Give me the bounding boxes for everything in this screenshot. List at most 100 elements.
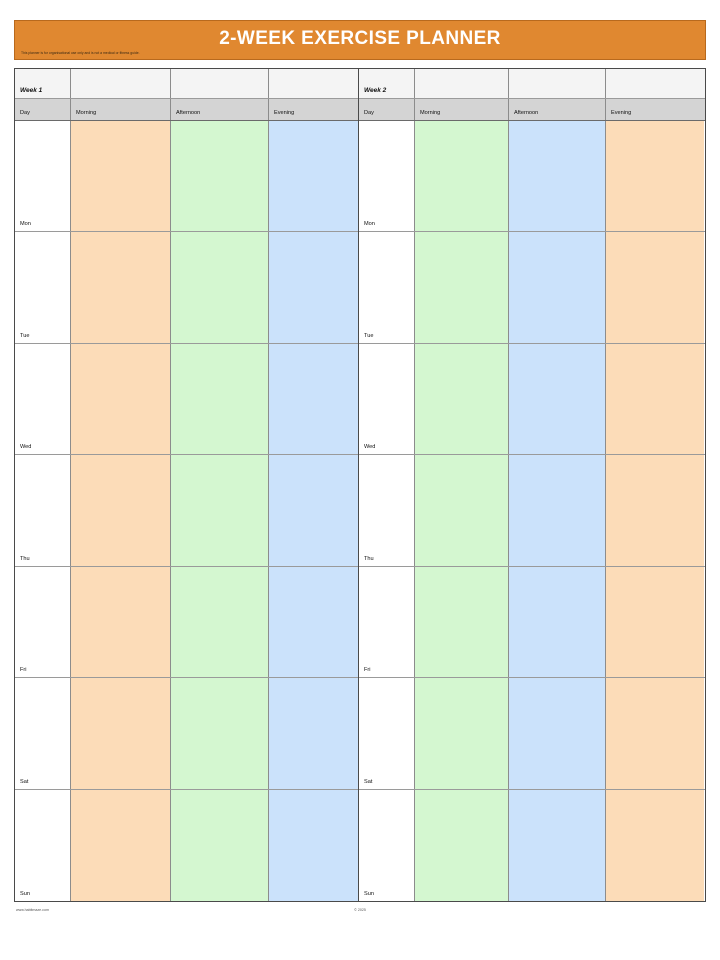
- slot-evening[interactable]: [606, 232, 704, 343]
- week-label-spacer-afternoon: [171, 69, 269, 98]
- day-label: Fri: [20, 667, 27, 674]
- day-label-cell: Mon: [15, 120, 71, 232]
- week-block-2: Week 2 Day Morning Afternoon Evening: [359, 69, 705, 901]
- footer-website-link[interactable]: www.habitmaze.com: [16, 908, 49, 912]
- day-label: Mon: [364, 221, 375, 228]
- week-label-spacer-morning: [415, 69, 509, 98]
- day-label: Sat: [20, 778, 29, 785]
- slot-afternoon[interactable]: [171, 789, 269, 901]
- slot-evening[interactable]: [269, 566, 358, 678]
- slot-afternoon[interactable]: [171, 566, 269, 678]
- table-row: Mon: [15, 120, 358, 233]
- slot-afternoon[interactable]: [171, 232, 269, 343]
- slot-morning[interactable]: [71, 789, 171, 901]
- table-row: Sat: [15, 678, 358, 790]
- column-header-evening-label: Evening: [274, 109, 295, 116]
- day-label-cell: Tue: [15, 232, 71, 343]
- page-title: 2-WEEK EXERCISE PLANNER: [219, 28, 501, 49]
- day-label: Sun: [364, 890, 374, 897]
- week-label-cell: Week 2: [359, 69, 415, 98]
- table-row: Fri: [15, 566, 358, 679]
- slot-morning[interactable]: [71, 120, 171, 232]
- day-label-cell: Wed: [359, 343, 415, 455]
- week-label-spacer-evening: [606, 69, 704, 98]
- column-header-morning-label: Morning: [76, 109, 97, 116]
- day-label-cell: Fri: [359, 566, 415, 678]
- slot-evening[interactable]: [269, 232, 358, 343]
- slot-evening[interactable]: [606, 789, 704, 901]
- slot-afternoon[interactable]: [509, 232, 606, 343]
- column-header-evening: Evening: [606, 99, 704, 120]
- week-label-row: Week 1: [15, 69, 358, 99]
- slot-afternoon[interactable]: [509, 120, 606, 232]
- slot-evening[interactable]: [606, 343, 704, 455]
- slot-evening[interactable]: [269, 455, 358, 566]
- slot-morning[interactable]: [71, 566, 171, 678]
- week-label-spacer-morning: [71, 69, 171, 98]
- slot-evening[interactable]: [606, 678, 704, 789]
- slot-morning[interactable]: [415, 120, 509, 232]
- slot-afternoon[interactable]: [509, 343, 606, 455]
- slot-afternoon[interactable]: [509, 789, 606, 901]
- slot-morning[interactable]: [71, 455, 171, 566]
- column-header-day: Day: [359, 98, 415, 120]
- slot-morning[interactable]: [415, 678, 509, 789]
- day-label: Tue: [20, 332, 30, 339]
- day-label: Thu: [364, 555, 374, 562]
- week-label-spacer-afternoon: [509, 69, 606, 98]
- page-footer: www.habitmaze.com © 2025: [14, 908, 706, 920]
- week-label-spacer-evening: [269, 69, 358, 98]
- day-label-cell: Tue: [359, 232, 415, 343]
- footer-copyright: © 2025: [354, 908, 366, 912]
- slot-morning[interactable]: [415, 789, 509, 901]
- day-label-cell: Sat: [359, 678, 415, 789]
- slot-morning[interactable]: [415, 566, 509, 678]
- day-label: Tue: [364, 332, 374, 339]
- column-header-evening-label: Evening: [611, 109, 632, 116]
- slot-evening[interactable]: [606, 566, 704, 678]
- slot-morning[interactable]: [71, 232, 171, 343]
- slot-morning[interactable]: [71, 678, 171, 789]
- slot-afternoon[interactable]: [171, 343, 269, 455]
- slot-afternoon[interactable]: [509, 455, 606, 566]
- slot-afternoon[interactable]: [171, 455, 269, 566]
- slot-evening[interactable]: [606, 120, 704, 232]
- table-row: Thu: [359, 455, 705, 567]
- slot-evening[interactable]: [269, 789, 358, 901]
- column-header-day-label: Day: [364, 109, 374, 116]
- slot-morning[interactable]: [71, 343, 171, 455]
- slot-afternoon[interactable]: [509, 566, 606, 678]
- title-banner: 2-WEEK EXERCISE PLANNER This planner is …: [14, 20, 706, 60]
- slot-morning[interactable]: [415, 232, 509, 343]
- table-row: Wed: [359, 343, 705, 456]
- slot-evening[interactable]: [269, 120, 358, 232]
- slot-morning[interactable]: [415, 455, 509, 566]
- column-header-day: Day: [15, 98, 71, 120]
- table-row: Wed: [15, 343, 358, 456]
- day-label-cell: Wed: [15, 343, 71, 455]
- day-label-cell: Sat: [15, 678, 71, 789]
- slot-evening[interactable]: [606, 455, 704, 566]
- slot-evening[interactable]: [269, 343, 358, 455]
- slot-afternoon[interactable]: [171, 120, 269, 232]
- table-row: Thu: [15, 455, 358, 567]
- slot-afternoon[interactable]: [171, 678, 269, 789]
- day-label-cell: Sun: [359, 789, 415, 901]
- day-label: Mon: [20, 221, 31, 228]
- day-label-cell: Thu: [359, 455, 415, 566]
- day-label: Thu: [20, 555, 30, 562]
- table-row: Tue: [15, 232, 358, 344]
- slot-afternoon[interactable]: [509, 678, 606, 789]
- day-label: Wed: [364, 444, 376, 451]
- slot-evening[interactable]: [269, 678, 358, 789]
- week-label-row: Week 2: [359, 69, 705, 99]
- day-label-cell: Fri: [15, 566, 71, 678]
- week-title: Week 1: [20, 86, 43, 94]
- table-row: Mon: [359, 120, 705, 233]
- slot-morning[interactable]: [415, 343, 509, 455]
- column-header-evening: Evening: [269, 99, 358, 120]
- column-header-afternoon-label: Afternoon: [514, 109, 539, 116]
- table-row: Sat: [359, 678, 705, 790]
- column-header-afternoon: Afternoon: [509, 98, 606, 120]
